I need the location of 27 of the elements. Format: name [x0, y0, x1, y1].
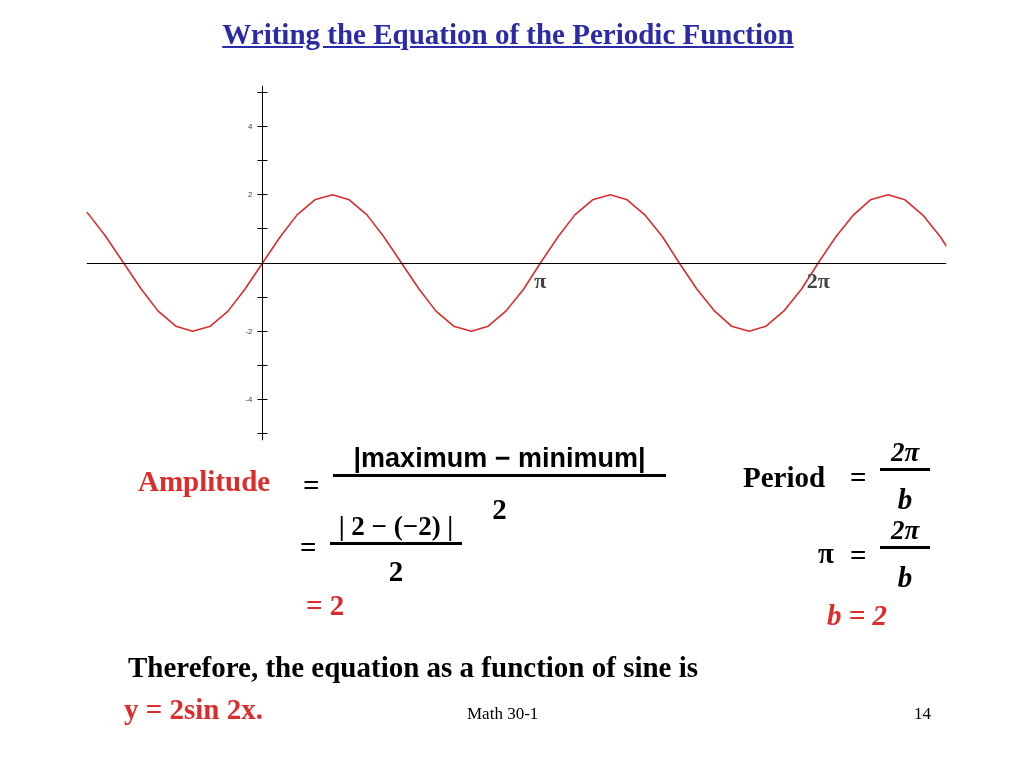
- text: 2: [492, 493, 507, 525]
- y-tick-label: 2: [248, 190, 254, 200]
- text: π: [818, 536, 834, 571]
- y-tick-label: 4: [248, 121, 254, 131]
- annotation: 2π: [880, 436, 930, 472]
- text: b = 2: [827, 598, 888, 633]
- text: =: [303, 468, 320, 503]
- text: Period: [743, 460, 826, 495]
- text: 2π: [880, 514, 930, 550]
- line-series: [86, 193, 947, 333]
- text: 2: [387, 554, 405, 589]
- text: |maximum − minimum|: [333, 442, 666, 478]
- text: =: [850, 538, 867, 573]
- text: Therefore, the equation as a function of sine is: [128, 650, 699, 685]
- chart-title: Writing the Equation of the Periodic Function: [221, 17, 795, 52]
- text: = 2: [306, 588, 345, 623]
- text: =: [300, 530, 317, 565]
- y-tick-label: -4: [245, 395, 254, 405]
- text: y = 2sin 2x.: [124, 692, 263, 727]
- text: b: [896, 482, 914, 517]
- text: =: [850, 460, 867, 495]
- text: b: [896, 560, 914, 595]
- y-tick-label: -2: [245, 326, 254, 336]
- text: | 2 − (−2) |: [330, 510, 462, 546]
- text: Math 30-1: [467, 704, 539, 725]
- text: 14: [914, 704, 931, 725]
- text: Amplitude: [138, 464, 271, 499]
